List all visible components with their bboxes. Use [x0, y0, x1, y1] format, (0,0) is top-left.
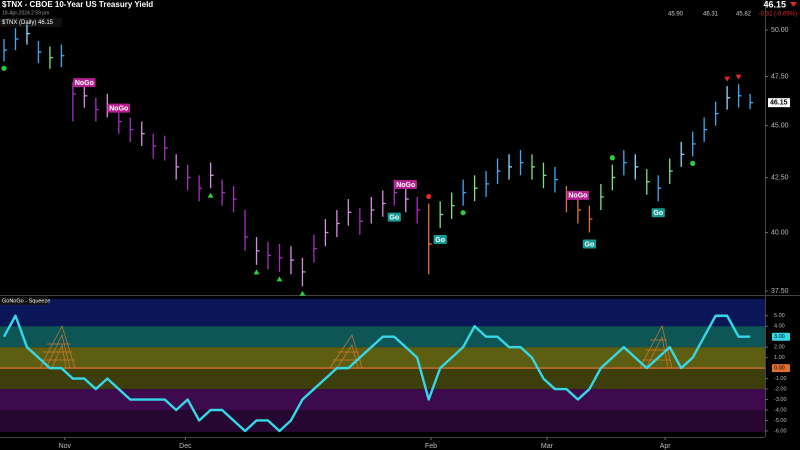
down-arrow: [790, 2, 797, 7]
y-tick-label: -2.00: [774, 387, 787, 393]
band: [0, 389, 765, 411]
y-tick-label: 40.00: [771, 229, 789, 236]
annotation: NoGo: [75, 80, 94, 87]
annotation: NoGo: [568, 193, 587, 200]
zero-label: 0.00: [774, 366, 785, 372]
annotation: Go: [435, 237, 445, 244]
signal-dot: [426, 193, 432, 200]
signal-triangle: [207, 192, 214, 198]
annotation: Go: [585, 241, 595, 248]
quote-low: 45.82: [736, 12, 752, 18]
band: [0, 347, 765, 369]
annotation-box: [107, 103, 130, 113]
signal-triangle: [253, 269, 260, 275]
annotation-box: [651, 208, 665, 218]
squeeze-cones: [39, 325, 673, 369]
y-tick-label: -6.00: [774, 428, 787, 434]
annotation-box: [394, 180, 417, 190]
last-price-label: 46.15: [770, 100, 788, 107]
last-value-label: 3.00: [774, 334, 785, 340]
annotation-box: [387, 212, 401, 222]
y-tick-label: 45.00: [771, 122, 789, 129]
band-layer: [0, 299, 765, 432]
legend-box: [0, 18, 62, 27]
last-price-chip: [768, 98, 790, 108]
x-tick-label: Feb: [425, 443, 437, 450]
band: [0, 299, 765, 327]
signal-dot: [690, 160, 696, 166]
annotation-box: [433, 234, 447, 244]
x-tick-label: Dec: [179, 443, 192, 450]
quote-high: 46.31: [703, 12, 719, 18]
x-tick-label: Mar: [541, 443, 554, 450]
y-tick-label: -4.00: [774, 407, 787, 413]
signal-triangle: [724, 76, 731, 82]
signal-triangle: [276, 276, 283, 282]
y-tick-label: 2.00: [774, 345, 785, 351]
y-tick-label: 50.00: [771, 27, 789, 34]
signal-triangle: [299, 290, 306, 296]
legend: $TNX (Daily) 46.15: [2, 20, 54, 26]
band: [0, 410, 765, 432]
last-value-chip: [772, 332, 790, 341]
annotation: NoGo: [109, 105, 128, 112]
oscillator-line: [2, 314, 751, 433]
x-tick-label: Nov: [59, 443, 72, 450]
annotation: Go: [653, 210, 663, 217]
signal-triangle: [735, 74, 742, 80]
legend-box: [0, 297, 48, 305]
y-tick-label: -3.00: [774, 397, 787, 403]
signal-dot: [460, 210, 466, 216]
quote-open: 45.90: [668, 12, 684, 18]
quote-change: -0.32 (-0.69%): [759, 12, 797, 18]
annotation: Go: [389, 215, 399, 222]
squeeze-cone: [329, 334, 363, 369]
zero-chip: [772, 364, 790, 373]
band: [0, 368, 765, 390]
annotation: NoGo: [396, 182, 415, 189]
annotation-box: [582, 239, 596, 249]
y-tick-label: 5.00: [774, 313, 785, 319]
y-tick-label: -1.00: [774, 376, 787, 382]
signal-dot: [1, 65, 7, 71]
y-tick-label: -5.00: [774, 418, 787, 424]
quote-last: 46.15: [763, 0, 786, 9]
y-tick-label: 42.50: [771, 174, 789, 181]
y-tick-label: 1.00: [774, 355, 785, 361]
annotation-box: [566, 190, 590, 200]
panel-title: GoNoGo - Squeeze: [2, 298, 50, 304]
chart-title: $TNX - CBOE 10-Year US Treasury Yield: [2, 0, 153, 9]
squeeze-cone: [39, 325, 76, 369]
chart-subtitle: 19-Apr-2024 2:59 pm: [2, 10, 49, 16]
signal-dot: [609, 155, 615, 161]
y-tick-label: 47.50: [771, 73, 789, 80]
annotation-box: [73, 78, 96, 88]
y-tick-label: 4.00: [774, 324, 785, 330]
y-tick-label: 37.50: [771, 288, 789, 295]
x-tick-label: Apr: [660, 443, 672, 450]
